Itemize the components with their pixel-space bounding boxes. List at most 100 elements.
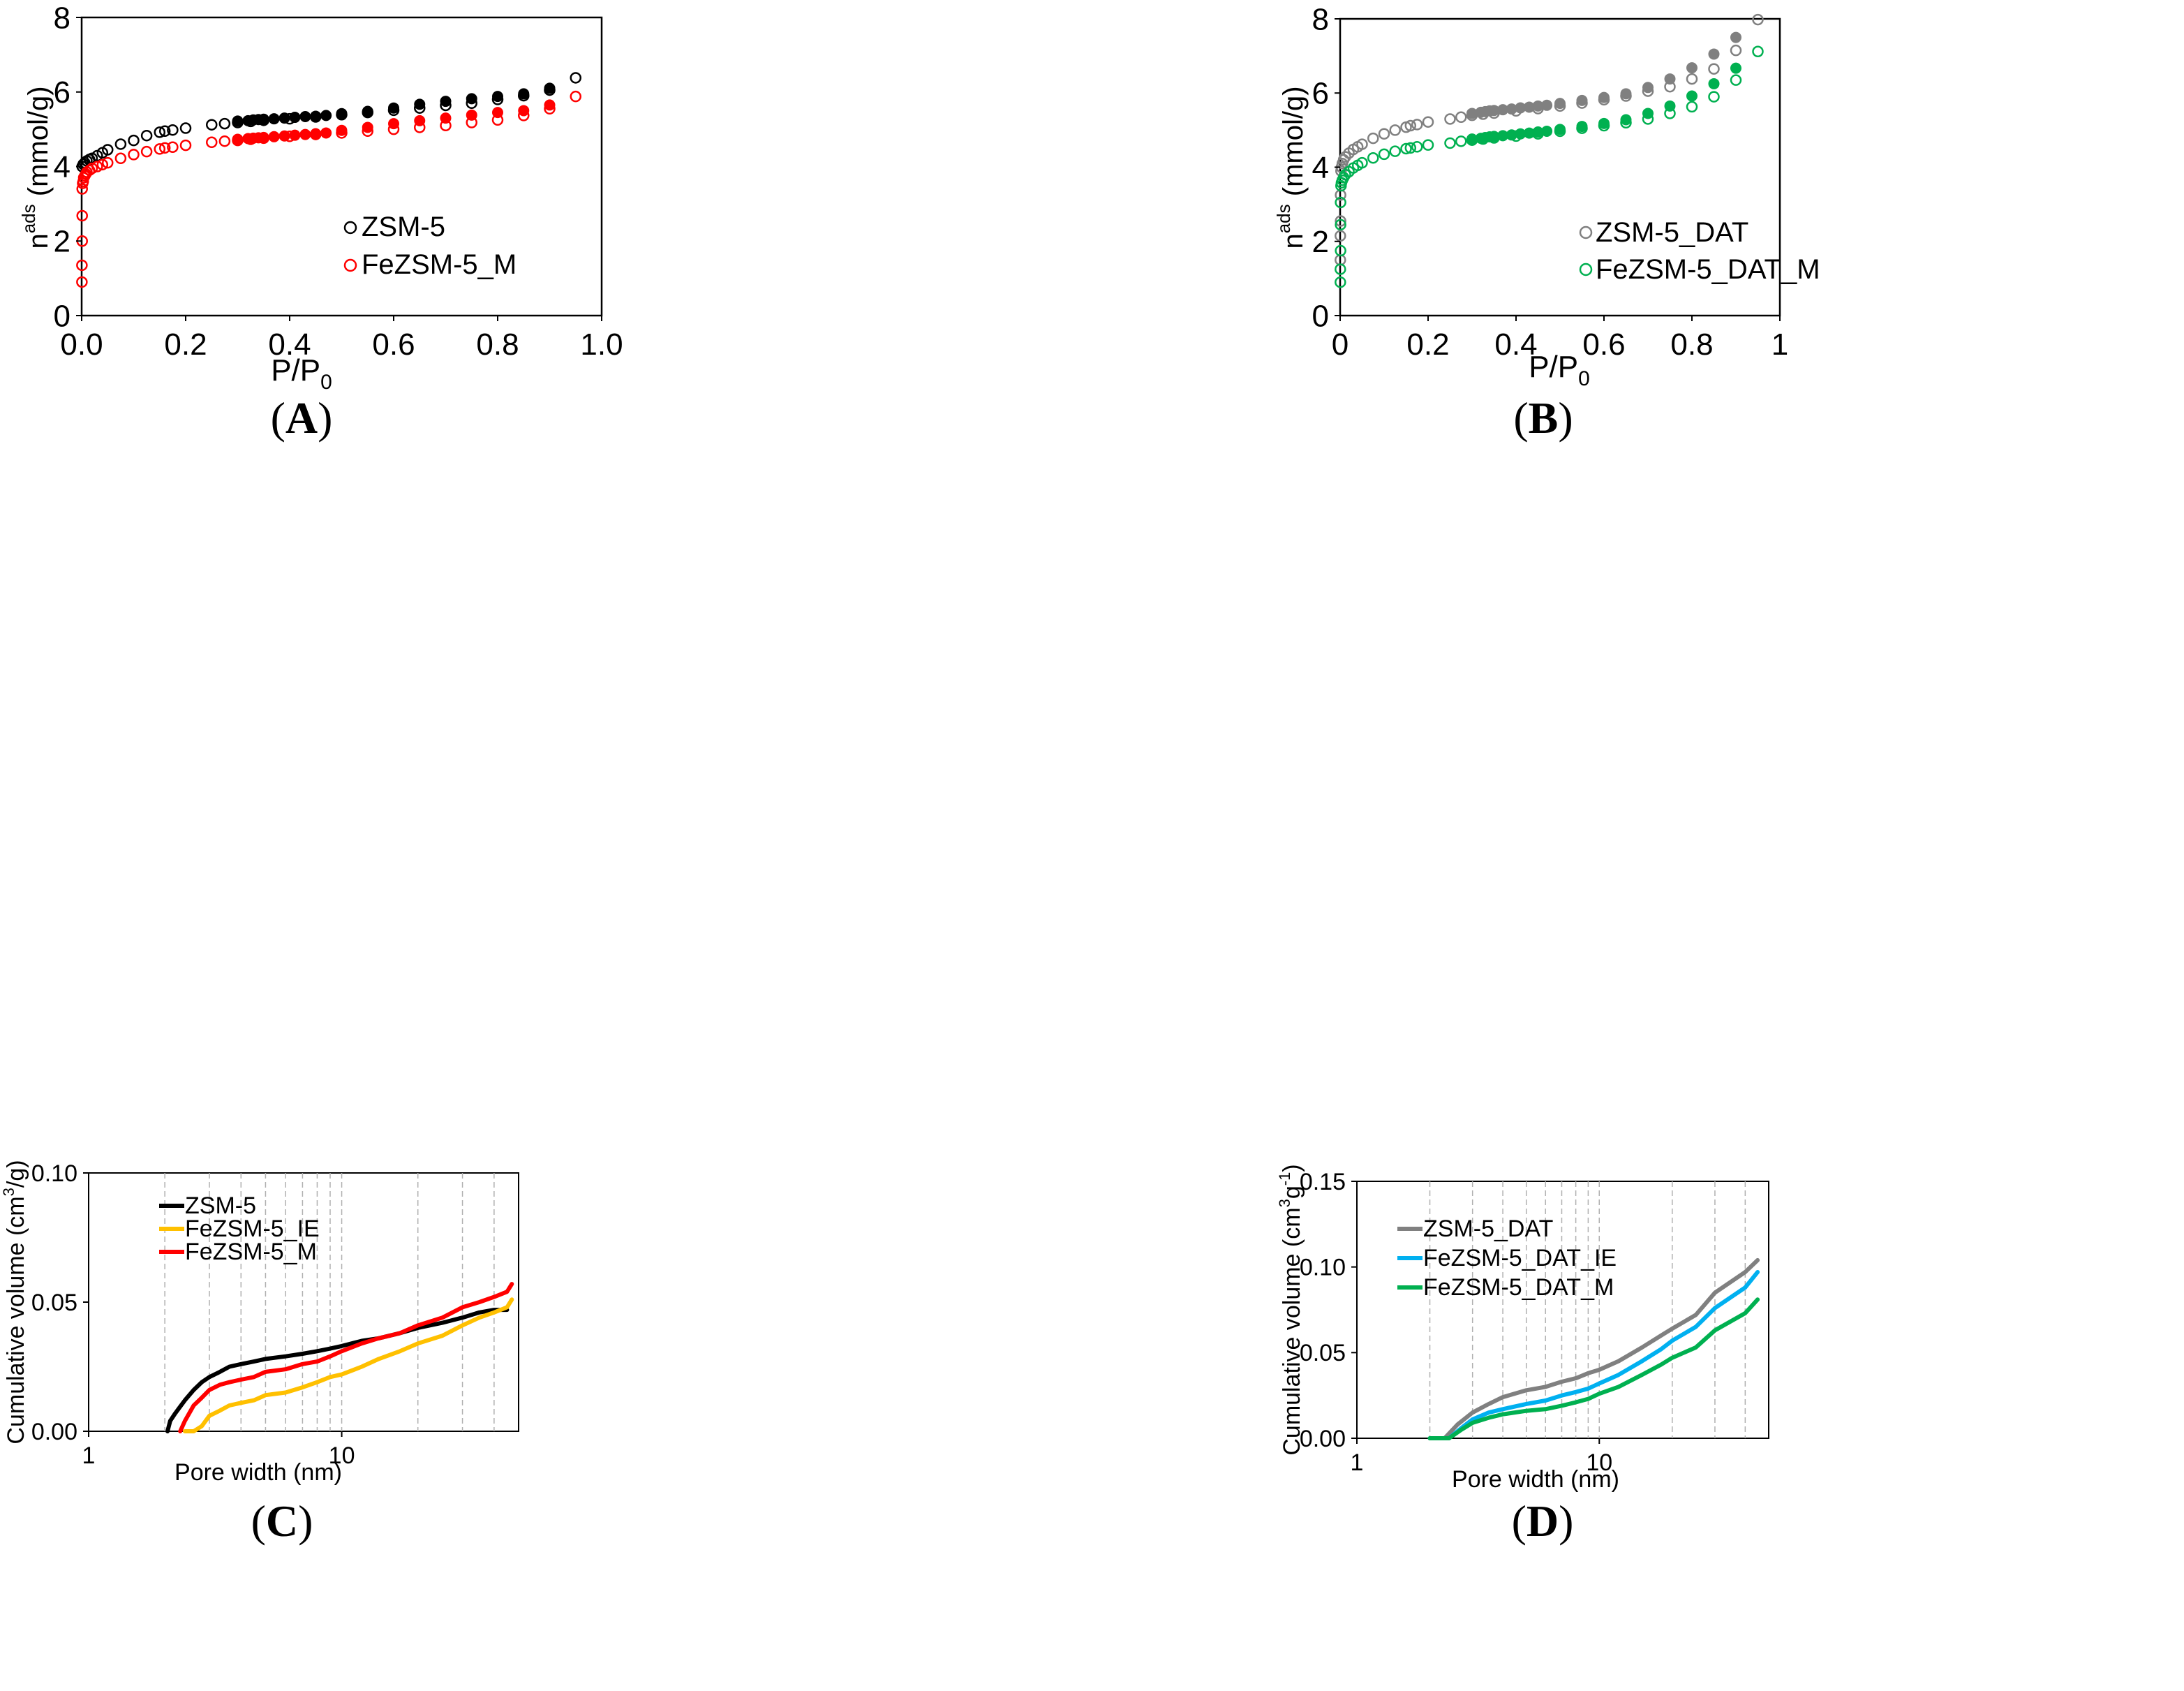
adsorption-point-fezsm-5-dat-m — [1730, 74, 1742, 86]
x-tick-label: 0.2 — [164, 327, 207, 362]
adsorption-point-zsm-5 — [218, 117, 231, 130]
desorption-point-fezsm-5-dat-m — [1598, 117, 1610, 129]
desorption-point-zsm-5 — [388, 102, 399, 114]
adsorption-point-fezsm-5-dat-m — [1367, 152, 1379, 164]
adsorption-point-zsm-5-dat — [1339, 151, 1351, 163]
y-axis-label: Cumulative volume (cm3g-1) — [1276, 1164, 1305, 1455]
desorption-point-zsm-5 — [232, 115, 244, 127]
legend-marker-zsm5-dat — [1579, 226, 1593, 239]
caption-d: (D) — [1512, 1496, 1574, 1546]
desorption-point-fezsm-5-m — [492, 107, 503, 119]
adsorption-point-fezsm-5-dat-m — [1455, 135, 1467, 147]
caption-b: (B) — [1513, 393, 1573, 443]
x-tick-label: 0.4 — [268, 327, 311, 362]
desorption-point-fezsm-5-dat-m — [1620, 114, 1632, 126]
desorption-point-fezsm-5-dat-m — [1554, 124, 1566, 135]
y-tick-label: 0.00 — [31, 1419, 77, 1445]
adsorption-point-fezsm-5-dat-m — [1411, 141, 1423, 153]
adsorption-point-zsm-5-dat — [1455, 111, 1467, 124]
plot-frame — [88, 1172, 519, 1432]
adsorption-point-zsm-5 — [570, 72, 581, 84]
adsorption-point-fezsm-5-dat-m — [1339, 168, 1351, 181]
adsorption-point-fezsm-5-dat-m — [1356, 156, 1368, 169]
x-tick-label: 0.6 — [1582, 327, 1625, 362]
y-tick-label: 0.00 — [1300, 1426, 1346, 1452]
desorption-point-fezsm-5-m — [310, 128, 322, 140]
legend-marker-fezsm5-dat-m — [1579, 263, 1593, 276]
legend-label-fezsm5-dat-m: FeZSM-5_DAT_M — [1423, 1274, 1614, 1301]
adsorption-point-fezsm-5-dat-m — [1335, 276, 1346, 288]
desorption-point-fezsm-5-m — [518, 105, 530, 117]
desorption-point-zsm-5 — [466, 93, 477, 105]
y-tick-label: 6 — [54, 75, 70, 110]
caption-a: (A) — [271, 393, 333, 443]
x-axis-label: P/P0 — [1529, 350, 1590, 390]
desorption-point-zsm-5 — [518, 88, 530, 100]
adsorption-point-zsm-5-dat — [1422, 116, 1434, 128]
caption-c: (C) — [251, 1496, 313, 1546]
y-tick-label: 0 — [1312, 299, 1329, 333]
adsorption-point-zsm-5-dat — [1708, 63, 1720, 75]
plot-frame — [80, 16, 603, 317]
panel-a: 0.0 0.2 0.4 0.6 0.8 1.0 0 2 4 6 8 P/P0 nads (mmol/… — [0, 0, 1092, 873]
x-tick-label: 10 — [1586, 1449, 1612, 1476]
y-tick-label: 0.05 — [31, 1290, 77, 1316]
adsorption-point-fezsm-5-dat-m — [1378, 148, 1390, 161]
isotherm-chart-b: 0 0.2 0.4 0.6 0.8 1 0 2 4 6 8 P/P0 nads (mmol/g) Z… — [1273, 2, 1820, 443]
adsorption-point-fezsm-5-m — [76, 183, 88, 195]
adsorption-point-fezsm-5-dat-m — [1404, 142, 1417, 154]
adsorption-point-zsm-5-dat — [1367, 132, 1379, 145]
y-tick-label: 0.15 — [1300, 1169, 1346, 1195]
series-line-zsm-5 — [165, 1308, 510, 1433]
x-tick-label: 0.8 — [476, 327, 519, 362]
legend-label-fezsm5-m: FeZSM-5_M — [185, 1239, 317, 1265]
y-tick-label: 4 — [54, 150, 70, 184]
x-axis-label: P/P0 — [271, 353, 332, 394]
legend: ZSM-5 FeZSM-5_M — [343, 212, 517, 280]
y-tick-label: 2 — [54, 225, 70, 259]
adsorption-point-fezsm-5-dat-m — [1444, 137, 1456, 149]
desorption-point-zsm-5 — [492, 91, 503, 103]
adsorption-point-fezsm-5-dat-m — [1708, 91, 1720, 103]
cumulative-volume-chart-c: 1 10 0.00 0.05 0.10 Pore width (nm) Cumulati… — [0, 1160, 519, 1546]
panel-c: 1 10 0.00 0.05 0.10 Pore width (nm) Cumulati… — [0, 873, 1092, 1691]
legend-label-zsm5-dat: ZSM-5_DAT — [1596, 217, 1748, 248]
desorption-point-zsm-5-dat — [1686, 62, 1698, 74]
desorption-point-zsm-5 — [310, 110, 322, 122]
desorption-point-zsm-5-dat — [1664, 73, 1676, 85]
desorption-point-fezsm-5-m — [289, 129, 301, 141]
adsorption-point-zsm-5-dat — [1411, 119, 1423, 131]
legend-label-fezsm5-ie: FeZSM-5_IE — [185, 1216, 320, 1242]
isotherm-chart-a: 0.0 0.2 0.4 0.6 0.8 1.0 0 2 4 6 8 P/P0 nads (mmol/… — [18, 1, 623, 443]
y-axis-label: Cumulative volume (cm3/g) — [0, 1160, 29, 1444]
desorption-point-zsm-5 — [289, 112, 301, 124]
adsorption-point-zsm-5-dat — [1752, 13, 1764, 26]
desorption-point-fezsm-5-dat-m — [1576, 121, 1588, 133]
desorption-point-zsm-5-dat — [1642, 82, 1654, 94]
legend: ZSM-5 FeZSM-5_IE FeZSM-5_M — [159, 1192, 320, 1265]
y-tick-label: 0.10 — [1300, 1255, 1346, 1281]
adsorption-point-zsm-5-dat — [1356, 138, 1368, 150]
desorption-point-fezsm-5-dat-m — [1541, 125, 1553, 137]
adsorption-point-zsm-5-dat — [1335, 230, 1346, 242]
adsorption-point-fezsm-5-m — [218, 135, 231, 147]
adsorption-point-fezsm-5-dat-m — [1686, 101, 1698, 113]
desorption-point-fezsm-5-m — [414, 115, 426, 126]
y-axis-label: nads (mmol/g) — [1273, 86, 1309, 249]
desorption-point-zsm-5-dat — [1620, 88, 1632, 100]
desorption-point-zsm-5 — [414, 98, 426, 110]
desorption-point-fezsm-5-m — [388, 118, 399, 130]
legend-label-fezsm5-dat-ie: FeZSM-5_DAT_IE — [1423, 1245, 1617, 1271]
legend: ZSM-5_DAT FeZSM-5_DAT_IE FeZSM-5_DAT_M — [1397, 1216, 1617, 1301]
adsorption-point-fezsm-5-m — [570, 90, 581, 103]
series-line-zsm-5-dat — [1427, 1257, 1760, 1440]
desorption-point-zsm-5-dat — [1598, 91, 1610, 103]
x-tick-label: 10 — [329, 1442, 355, 1469]
x-tick-label: 0.0 — [60, 327, 103, 362]
adsorption-point-fezsm-5-dat-m — [1335, 263, 1346, 275]
desorption-point-zsm-5-dat — [1708, 48, 1720, 60]
adsorption-point-fezsm-5-dat-m — [1335, 196, 1346, 209]
legend-label-zsm5-dat: ZSM-5_DAT — [1423, 1216, 1553, 1242]
y-tick-label: 6 — [1312, 77, 1329, 111]
desorption-point-zsm-5 — [278, 112, 290, 124]
